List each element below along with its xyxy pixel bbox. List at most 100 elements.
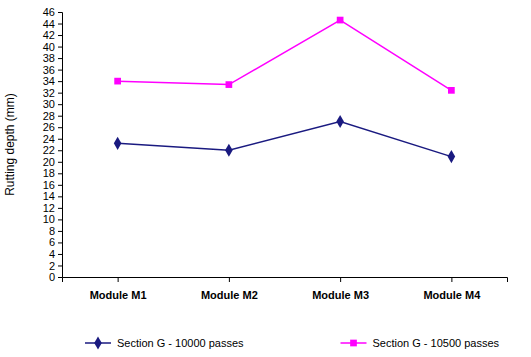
y-tick: 38 bbox=[43, 52, 62, 64]
y-tick-mark bbox=[58, 231, 62, 232]
y-tick-label: 28 bbox=[43, 110, 55, 122]
y-tick-label: 46 bbox=[43, 6, 55, 18]
y-tick-label: 36 bbox=[43, 64, 55, 76]
legend-marker bbox=[94, 336, 102, 349]
series-line bbox=[118, 20, 452, 90]
y-tick-label: 34 bbox=[43, 75, 55, 87]
y-tick-mark bbox=[58, 162, 62, 163]
x-tick: Module M2 bbox=[201, 277, 258, 301]
x-tick-mark bbox=[340, 277, 341, 282]
legend-item: Section G - 10000 passes bbox=[85, 336, 244, 349]
y-tick: 20 bbox=[43, 156, 62, 168]
y-tick: 34 bbox=[43, 75, 62, 87]
plot-area bbox=[114, 17, 455, 163]
y-tick-mark bbox=[58, 116, 62, 117]
marker bbox=[336, 115, 344, 128]
y-tick-label: 4 bbox=[49, 248, 55, 260]
marker bbox=[448, 150, 456, 163]
y-tick-mark bbox=[58, 242, 62, 243]
x-tick: Module M3 bbox=[312, 277, 369, 301]
y-tick-label: 26 bbox=[43, 121, 55, 133]
y-tick: 6 bbox=[49, 236, 62, 248]
y-tick-label: 20 bbox=[43, 156, 55, 168]
y-tick-label: 18 bbox=[43, 167, 55, 179]
marker bbox=[226, 81, 233, 88]
y-tick-label: 40 bbox=[43, 41, 55, 53]
y-tick: 28 bbox=[43, 110, 62, 122]
x-tick-mark bbox=[451, 277, 452, 282]
x-tick: Module M1 bbox=[90, 277, 147, 301]
y-tick: 32 bbox=[43, 87, 62, 99]
y-tick-mark bbox=[58, 173, 62, 174]
legend-item: Section G - 10500 passes bbox=[341, 337, 500, 349]
y-tick-label: 10 bbox=[43, 213, 55, 225]
legend-label: Section G - 10000 passes bbox=[117, 337, 244, 349]
y-tick: 4 bbox=[49, 248, 62, 260]
chart: 0246810121416182022242628303234363840424… bbox=[0, 0, 531, 357]
y-tick: 36 bbox=[43, 64, 62, 76]
x-tick-mark bbox=[229, 277, 230, 282]
y-tick-mark bbox=[58, 139, 62, 140]
y-tick: 30 bbox=[43, 98, 62, 110]
y-tick-mark bbox=[58, 81, 62, 82]
y-tick: 46 bbox=[43, 6, 62, 18]
y-axis-title: Rutting depth (mm) bbox=[3, 93, 17, 196]
legend-marker bbox=[350, 340, 357, 347]
y-tick-mark bbox=[58, 185, 62, 186]
y-tick: 16 bbox=[43, 179, 62, 191]
y-tick-label: 8 bbox=[49, 225, 55, 237]
y-tick: 14 bbox=[43, 190, 62, 202]
y-tick-mark bbox=[58, 24, 62, 25]
y-tick: 44 bbox=[43, 18, 62, 30]
y-tick: 0 bbox=[49, 271, 62, 283]
y-tick-label: 16 bbox=[43, 179, 55, 191]
x-tick-label: Module M4 bbox=[423, 289, 481, 301]
y-tick-mark bbox=[58, 196, 62, 197]
y-tick: 10 bbox=[43, 213, 62, 225]
y-tick-mark bbox=[58, 265, 62, 266]
y-tick-label: 6 bbox=[49, 236, 55, 248]
x-axis: Module M1 Module M2 Module M3 Module M4 bbox=[63, 277, 508, 301]
y-tick: 12 bbox=[43, 202, 62, 214]
x-tick-label: Module M2 bbox=[201, 289, 258, 301]
y-tick-label: 12 bbox=[43, 202, 55, 214]
y-tick-mark bbox=[58, 93, 62, 94]
y-tick-label: 22 bbox=[43, 144, 55, 156]
y-tick-mark bbox=[58, 127, 62, 128]
y-tick-mark bbox=[58, 277, 62, 278]
legend: Section G - 10000 passes Section G - 1050… bbox=[85, 336, 500, 349]
y-tick-mark bbox=[58, 150, 62, 151]
y-tick-label: 24 bbox=[43, 133, 55, 145]
legend-label: Section G - 10500 passes bbox=[373, 337, 500, 349]
y-tick: 24 bbox=[43, 133, 62, 145]
y-tick: 2 bbox=[49, 259, 62, 271]
series-line bbox=[118, 121, 452, 156]
y-axis-line bbox=[58, 13, 63, 278]
y-tick-label: 42 bbox=[43, 29, 55, 41]
y-tick-label: 2 bbox=[49, 259, 55, 271]
y-tick-mark bbox=[58, 254, 62, 255]
y-tick-mark bbox=[58, 47, 62, 48]
y-tick-mark bbox=[58, 35, 62, 36]
y-tick: 18 bbox=[43, 167, 62, 179]
y-tick-mark bbox=[58, 70, 62, 71]
marker bbox=[448, 87, 455, 94]
y-tick: 22 bbox=[43, 144, 62, 156]
x-tick: Module M4 bbox=[423, 277, 481, 301]
y-tick: 40 bbox=[43, 41, 62, 53]
y-tick-mark bbox=[58, 12, 62, 13]
y-tick-label: 44 bbox=[43, 18, 55, 30]
marker bbox=[114, 137, 122, 150]
y-tick-mark bbox=[58, 208, 62, 209]
marker bbox=[114, 78, 121, 85]
marker bbox=[225, 144, 233, 157]
y-tick-label: 30 bbox=[43, 98, 55, 110]
y-tick-label: 14 bbox=[43, 190, 55, 202]
y-axis: 0246810121416182022242628303234363840424… bbox=[43, 6, 63, 283]
x-tick-label: Module M3 bbox=[312, 289, 369, 301]
y-tick-mark bbox=[58, 104, 62, 105]
y-tick-label: 0 bbox=[49, 271, 55, 283]
marker bbox=[337, 17, 344, 24]
y-tick-label: 32 bbox=[43, 87, 55, 99]
y-tick: 8 bbox=[49, 225, 62, 237]
